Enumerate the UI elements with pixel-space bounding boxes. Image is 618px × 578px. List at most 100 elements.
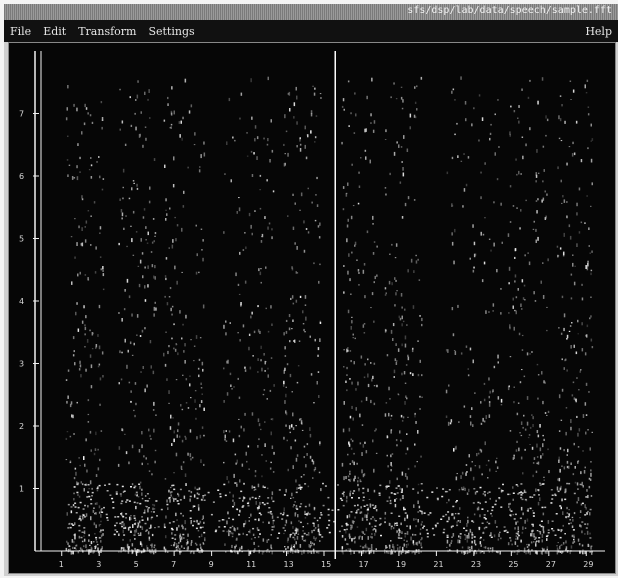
spectrogram-speckle [179,550,181,555]
spectrogram-formant-speckle [252,527,255,530]
spectrogram-speckle [410,536,412,541]
spectrogram-speckle [198,493,200,496]
spectrogram-speckle [190,520,192,524]
spectrogram-speckle [65,547,68,552]
spectrogram-speckle [448,543,451,547]
spectrogram-speckle [296,246,298,250]
spectrogram-speckle [194,542,197,545]
spectrogram-speckle [313,507,316,509]
spectrogram-speckle [238,293,241,295]
spectrogram-speckle [124,338,126,343]
spectrogram-speckle [185,437,187,440]
spectrogram-speckle [463,188,466,192]
menu-edit[interactable]: Edit [43,24,67,38]
spectrogram-formant-speckle [90,498,92,501]
menu-settings[interactable]: Settings [148,24,195,38]
spectrogram-speckle [510,105,512,108]
spectrogram-speckle [563,232,565,237]
spectrogram-speckle [461,546,464,549]
spectrogram-speckle [536,462,538,465]
spectrogram-speckle [369,535,372,538]
spectrogram-formant-speckle [260,513,263,516]
spectrogram-formant-speckle [341,499,344,501]
menu-transform[interactable]: Transform [78,24,137,38]
spectrogram-speckle [498,533,500,538]
spectrogram-speckle [365,128,367,132]
spectrogram-speckle [91,547,93,551]
spectrogram-speckle [246,155,249,157]
spectrogram-speckle [177,422,180,426]
spectrogram-formant-speckle [219,495,222,498]
spectrogram-speckle [546,329,548,332]
spectrogram-speckle [482,539,485,541]
spectrogram-speckle [488,401,491,403]
spectrogram-speckle [404,335,407,340]
spectrogram-formant-speckle [400,491,403,493]
spectrogram-speckle [466,471,468,473]
spectrogram-speckle [90,541,93,545]
spectrogram-formant-speckle [401,497,404,499]
spectrogram-speckle [134,538,136,540]
spectrogram-speckle [395,343,397,346]
spectrogram-speckle [87,112,89,115]
spectrogram-formant-speckle [189,495,192,498]
spectrogram-speckle [315,194,317,196]
spectrogram-speckle [590,545,592,550]
spectrogram-speckle [83,456,85,460]
spectrogram-speckle [72,550,74,555]
spectrogram-speckle [349,473,351,475]
spectrogram-speckle [364,128,366,133]
spectrogram-speckle [79,464,81,467]
spectrogram-speckle [347,270,349,275]
menu-file[interactable]: File [10,24,32,38]
spectrogram-formant-speckle [589,508,592,511]
spectrogram-speckle [406,397,408,400]
spectrogram-speckle [88,534,90,537]
spectrogram-speckle [171,496,174,499]
spectrogram-speckle [184,527,187,531]
spectrogram-speckle [573,512,576,515]
spectrogram-speckle [347,80,350,83]
spectrogram-plot[interactable]: 1 2 3 4 5 6 7 1 3 5 7 9 11 13 15 17 19 21 23 25 27 29 [8,42,616,574]
spectrogram-speckle [256,527,259,530]
spectrogram-speckle [370,122,372,124]
spectrogram-speckle [83,488,85,492]
spectrogram-speckle [131,313,133,317]
spectrogram-speckle [153,240,155,243]
spectrogram-speckle [270,544,272,548]
spectrogram-speckle [541,371,543,375]
x-tick-label: 21 [433,560,443,569]
spectrogram-speckle [181,524,183,527]
spectrogram-formant-speckle [362,487,365,490]
spectrogram-speckle [296,487,298,491]
spectrogram-speckle [542,197,545,201]
spectrogram-speckle [294,538,296,541]
spectrogram-speckle [573,397,576,400]
spectrogram-speckle [71,539,74,543]
title-bar[interactable]: sfs/dsp/lab/data/speech/sample.fft [4,4,618,20]
spectrogram-speckle [147,517,149,521]
spectrogram-speckle [203,521,205,524]
spectrogram-speckle [305,316,307,321]
spectrogram-speckle [299,209,301,211]
spectrogram-formant-speckle [551,528,554,530]
spectrogram-formant-speckle [276,516,279,519]
spectrogram-speckle [127,527,130,531]
spectrogram-speckle [257,371,259,373]
spectrogram-formant-speckle [547,532,550,534]
spectrogram-speckle [373,385,376,387]
spectrogram-speckle [372,129,375,133]
spectrogram-speckle [451,241,454,246]
spectrogram-formant-speckle [257,529,260,531]
spectrogram-speckle [532,228,535,230]
spectrogram-speckle [164,275,167,278]
spectrogram-speckle [266,143,269,146]
spectrogram-speckle [417,491,419,494]
spectrogram-speckle [478,94,481,97]
spectrogram-speckle [500,398,503,403]
spectrogram-formant-speckle [148,527,151,529]
spectrogram-speckle [398,315,400,319]
spectrogram-speckle [542,443,544,448]
menu-help[interactable]: Help [585,24,612,38]
